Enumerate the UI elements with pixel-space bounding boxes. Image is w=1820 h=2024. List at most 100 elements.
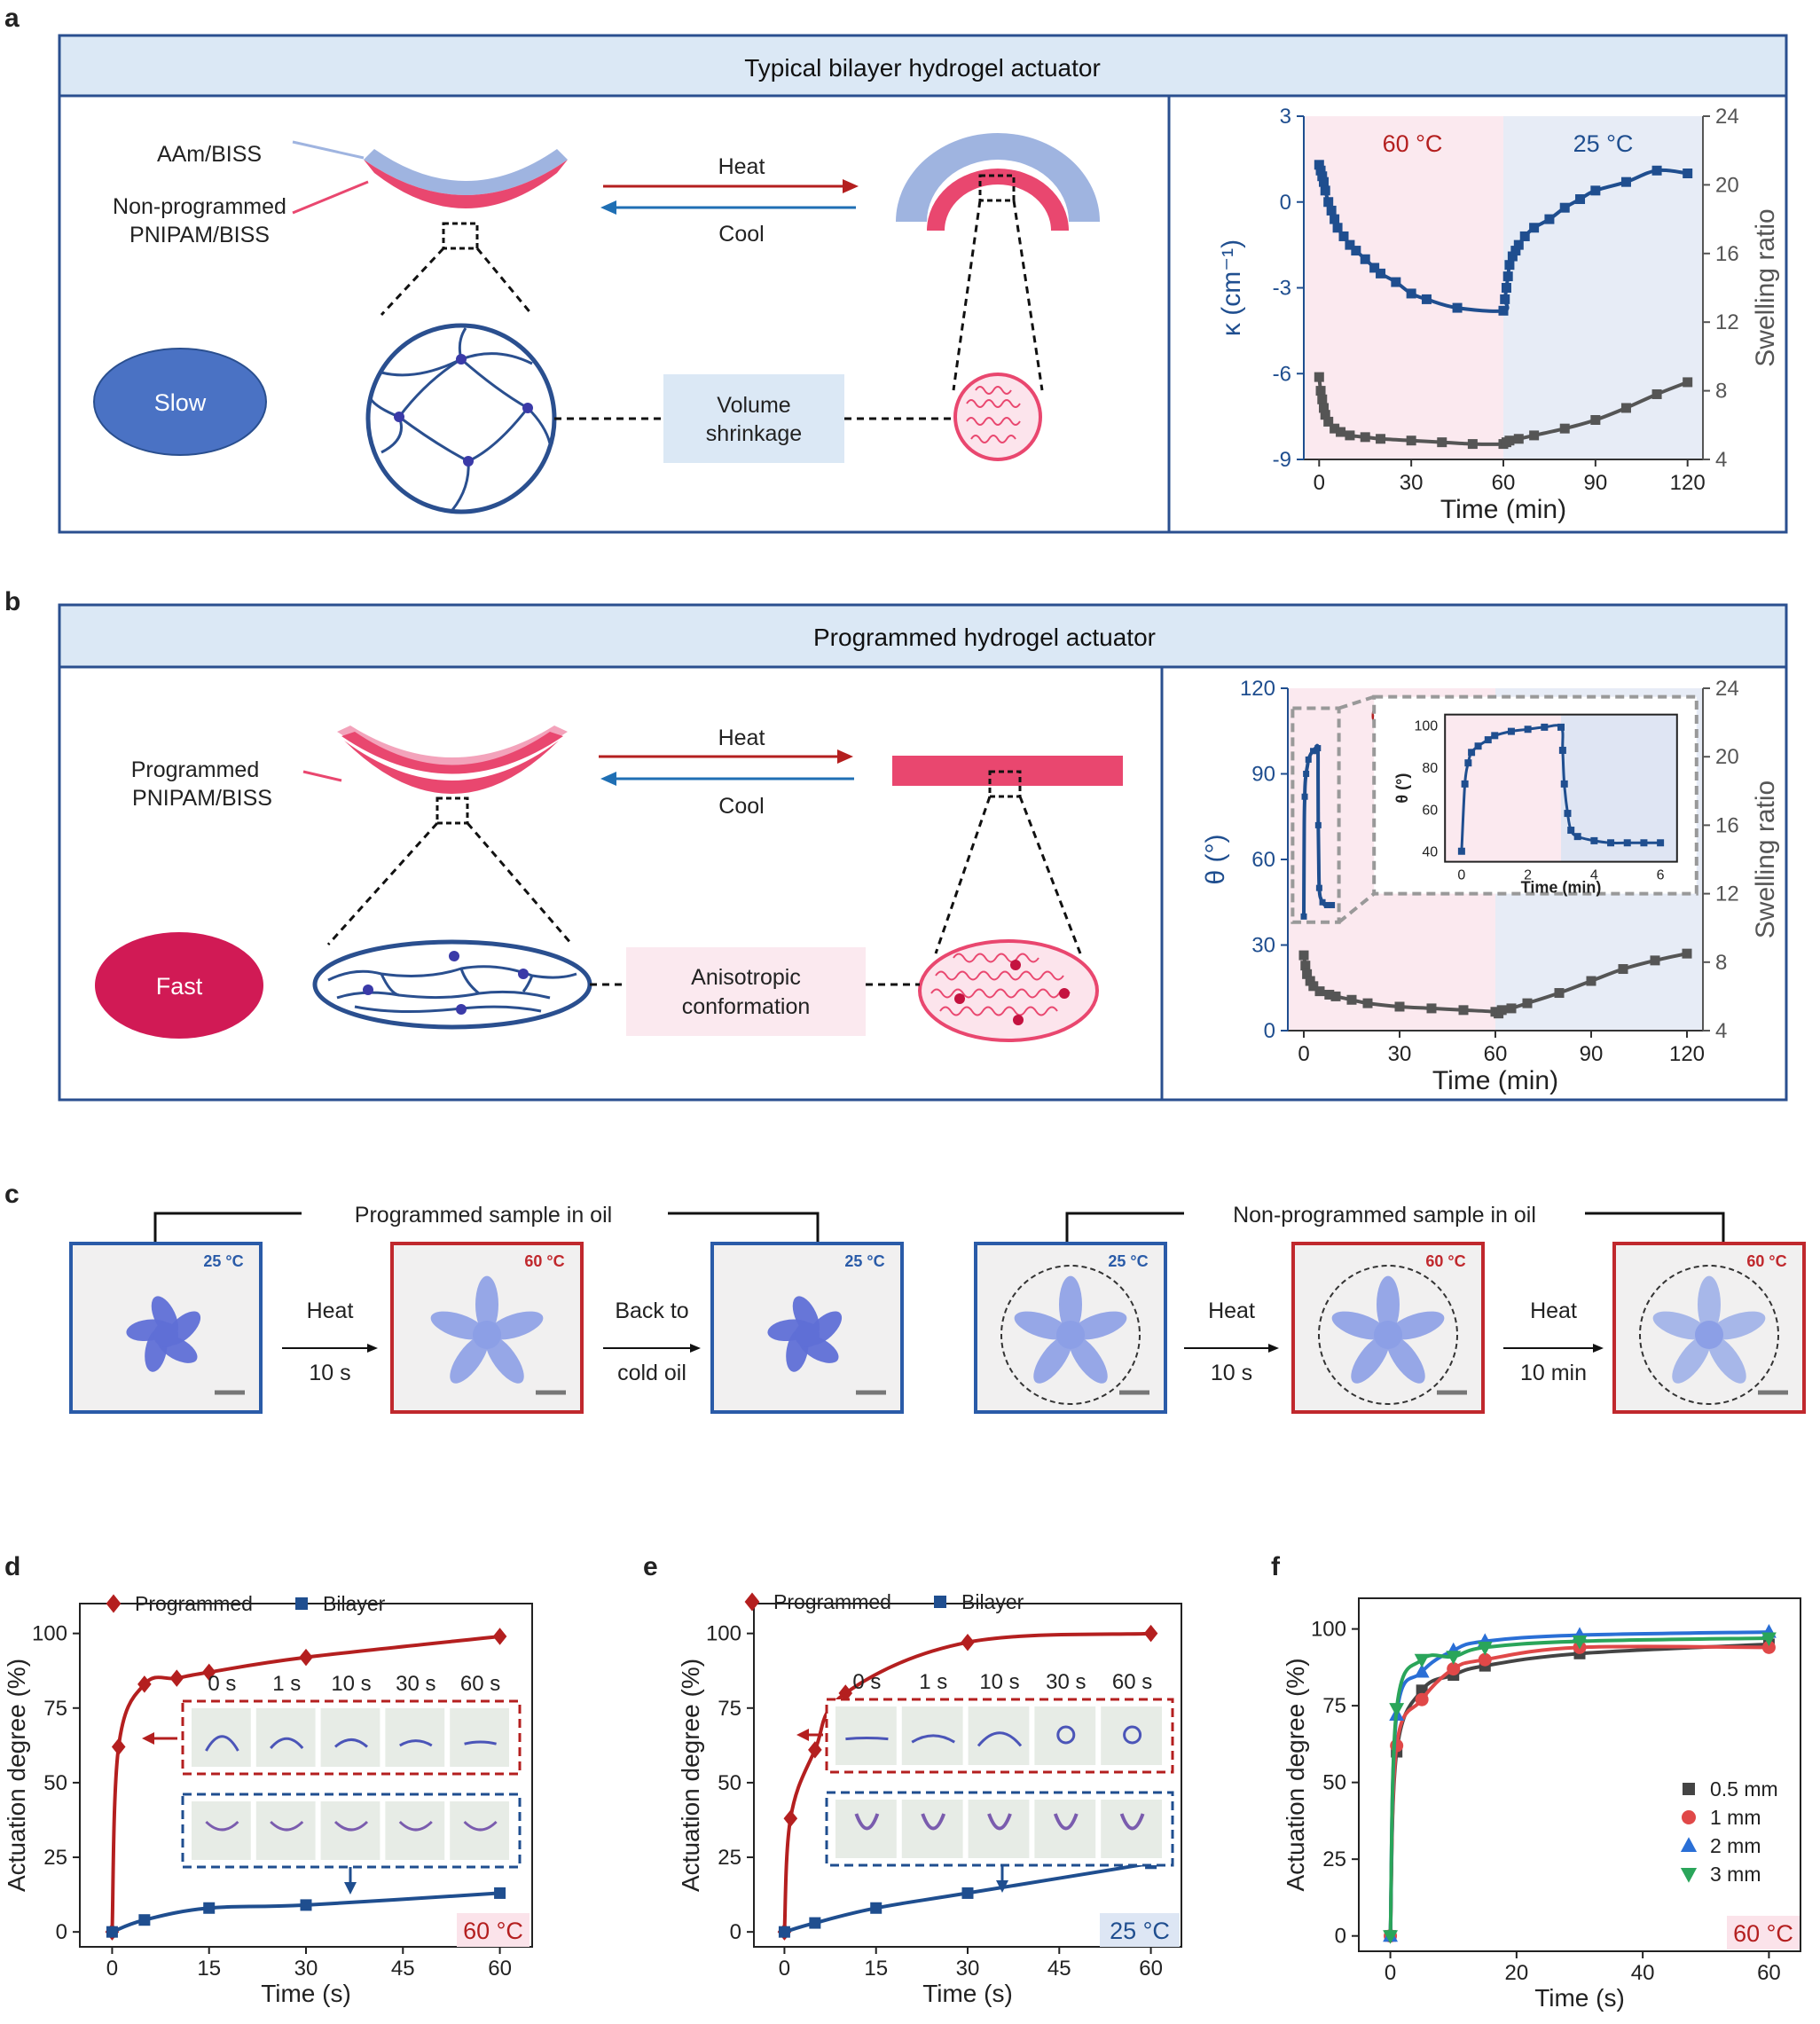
legend-label: Programmed	[773, 1590, 891, 1613]
data-point	[138, 1914, 151, 1926]
data-point	[1345, 430, 1355, 441]
image-frame	[835, 1706, 897, 1765]
legend-marker	[1680, 1837, 1698, 1852]
data-point	[1351, 246, 1361, 256]
sample-silhouette	[333, 1820, 369, 1832]
legend-marker	[744, 1592, 760, 1612]
data-point	[1319, 403, 1329, 413]
data-point	[1572, 1635, 1588, 1650]
chart-f-actuation: 0 20 40 60 0 25 50 75 100 Time (s) Actuation degre…	[1282, 1597, 1801, 2012]
label-programmed-2: PNIPAM/BISS	[132, 786, 272, 811]
x-tick-label: 60	[1484, 1042, 1508, 1066]
label-pointer	[302, 770, 342, 782]
data-point	[1501, 283, 1511, 293]
step-arrowhead	[1593, 1344, 1604, 1353]
sample-silhouette	[987, 1813, 1012, 1831]
data-point	[1314, 160, 1324, 170]
photo-temp-label: 60 °C	[1425, 1252, 1465, 1270]
panel-b-header: Programmed hydrogel actuator	[813, 624, 1156, 651]
zoom-line	[934, 796, 992, 954]
step-label-bottom: 10 min	[1520, 1361, 1587, 1385]
y-tick-label-left: -3	[1273, 277, 1291, 301]
x-tick-label: 45	[1047, 1957, 1071, 1981]
y-tick-label: 50	[1322, 1771, 1346, 1795]
x-tick-label: 30	[1400, 471, 1424, 495]
programmed-strip	[341, 732, 563, 774]
data-point	[1682, 948, 1692, 959]
zoom-line	[475, 247, 534, 316]
data-point	[1320, 410, 1330, 420]
sample-silhouette	[1053, 1813, 1079, 1831]
zoom-line	[952, 200, 982, 391]
step-arrowhead	[367, 1344, 378, 1353]
volume-label-2: shrinkage	[706, 421, 802, 446]
petal	[475, 1275, 498, 1334]
inset-data-point	[1461, 780, 1469, 788]
photo-temp-label: 25 °C	[844, 1252, 884, 1270]
frame-time-label: 10 s	[331, 1672, 371, 1696]
sample-silhouette	[854, 1813, 880, 1831]
inset-data-point	[1607, 839, 1615, 847]
sample-silhouette	[270, 1737, 304, 1749]
data-point	[1323, 901, 1330, 908]
sample-silhouette	[921, 1813, 946, 1831]
region-label-hot: 60 °C	[1383, 130, 1443, 157]
data-point	[870, 1902, 883, 1914]
image-frame	[450, 1708, 509, 1767]
data-point	[1458, 1005, 1469, 1016]
y-tick-label: 0	[730, 1920, 741, 1944]
data-point	[1305, 976, 1315, 986]
panel-letter-b: b	[4, 587, 21, 616]
frame-time-label: 10 s	[979, 1670, 1019, 1694]
inset-data-point	[1484, 736, 1492, 744]
data-point	[1317, 394, 1328, 404]
x-tick-label: 60	[1757, 1961, 1781, 1985]
sample-silhouette	[464, 1740, 497, 1746]
data-point	[1502, 271, 1513, 282]
panel-a-header: Typical bilayer hydrogel actuator	[744, 54, 1101, 82]
petal	[1652, 1311, 1708, 1340]
panel-letter-f: f	[1271, 1552, 1280, 1581]
collapsed-network	[930, 953, 1071, 1016]
data-point	[961, 1887, 974, 1899]
y-tick-label-right: 8	[1715, 951, 1727, 975]
data-point	[808, 1741, 822, 1759]
legend-marker	[1680, 1868, 1698, 1883]
x-tick-label: 30	[294, 1957, 318, 1981]
sample-silhouette	[399, 1739, 433, 1747]
y-axis-label-left: κ (cm⁻¹)	[1217, 239, 1246, 336]
inset-data-point	[1560, 780, 1568, 788]
photo-temp-label: 25 °C	[1108, 1252, 1148, 1270]
sample-silhouette	[270, 1820, 304, 1832]
group-label-programmed: Programmed sample in oil	[355, 1203, 612, 1228]
y-tick-label: 0	[56, 1920, 67, 1944]
data-point	[1314, 745, 1322, 752]
label-nonprogrammed-1: Non-programmed	[113, 194, 286, 219]
x-axis-label: Time (s)	[1534, 1984, 1625, 2012]
y-axis-label-right: Swelling ratio	[1751, 781, 1780, 938]
legend-marker	[934, 1596, 946, 1608]
inset-data-point	[1491, 732, 1499, 740]
data-point	[1544, 214, 1555, 224]
petal	[430, 1311, 486, 1340]
bracket-right	[1065, 1212, 1184, 1243]
inset-y-tick-label: 80	[1422, 761, 1438, 776]
label-aam-biss: AAm/BISS	[157, 142, 262, 167]
y-tick-label-left: 3	[1280, 105, 1291, 129]
inset-source-box	[1290, 706, 1341, 924]
legend-label: 3 mm	[1710, 1863, 1761, 1886]
temperature-badge-label: 60 °C	[463, 1918, 523, 1944]
volume-shrinkage-box	[663, 374, 844, 463]
y-tick-label: 0	[1335, 1925, 1346, 1949]
volume-label-1: Volume	[717, 393, 790, 418]
bilayer-bottom-layer	[364, 160, 568, 208]
petal	[1389, 1311, 1445, 1340]
y-tick-label-left: 0	[1280, 191, 1291, 215]
data-point	[1319, 177, 1329, 187]
data-point	[838, 1684, 853, 1702]
legend-label: Bilayer	[323, 1592, 386, 1615]
x-tick-label: 30	[1388, 1042, 1412, 1066]
petal	[485, 1335, 524, 1384]
chart-d-actuation: 0 15 30 45 60 0 25 50 75 100 Time (s) Actuation deg…	[3, 1592, 533, 2007]
collapsed-network	[966, 386, 1021, 443]
